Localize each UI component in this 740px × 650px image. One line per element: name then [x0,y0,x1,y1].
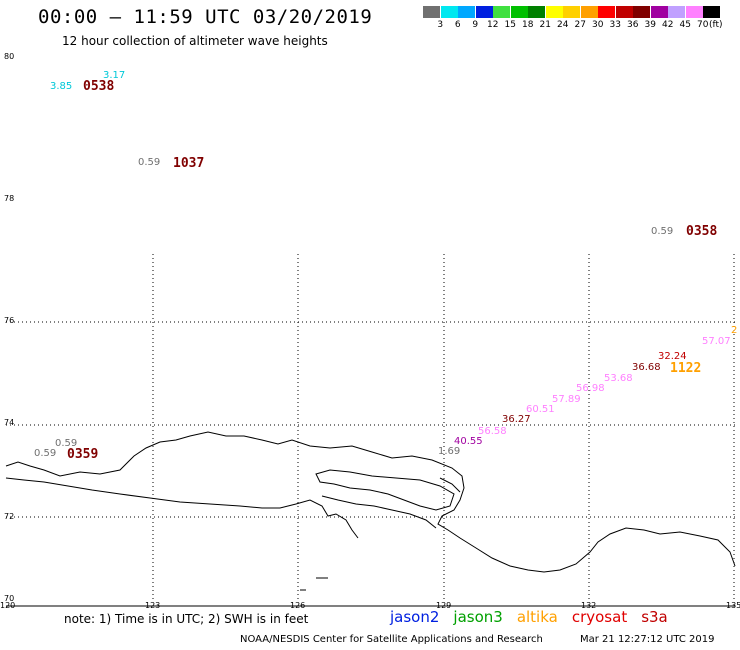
legend-entry-jason3: jason3 [453,608,503,626]
scale-label: 9 [472,20,479,30]
longitude-label: 129 [436,601,452,610]
scale-label: 18 [522,20,534,30]
pass-time-label: 0538 [83,79,115,94]
latitude-label: 74 [4,418,15,427]
scale-swatch [475,6,493,18]
scale-swatch [685,6,703,18]
legend-entry-altika: altika [516,608,558,626]
scale-swatch [510,6,528,18]
scale-unit: (ft) [709,20,723,30]
wave-height-value: 2 [731,325,738,336]
wave-height-value: 56.58 [478,426,507,437]
scale-swatch [615,6,633,18]
wave-height-value: 3.85 [50,81,73,92]
longitude-label: 135 [726,601,740,610]
page-subtitle: 12 hour collection of altimeter wave hei… [62,34,328,48]
scale-swatch [563,6,580,18]
latitude-label: 76 [4,316,15,325]
scale-label: 6 [454,20,461,30]
latitude-label: 80 [4,52,15,61]
wave-height-value: 1.69 [438,446,461,457]
wave-height-value: 40.55 [454,436,483,447]
scale-label: 3 [437,20,444,30]
scale-swatch [668,6,685,18]
wave-height-value: 0.59 [34,448,57,459]
scale-swatch [528,6,545,18]
scale-swatch [493,6,510,18]
scale-label: 45 [679,20,691,30]
longitude-label: 123 [145,601,161,610]
credit-line: NOAA/NESDIS Center for Satellite Applica… [240,634,543,645]
pass-time-label: 1037 [173,156,205,171]
scale-label: 33 [609,20,621,30]
scale-label: 12 [487,20,499,30]
wave-height-value: 36.27 [502,414,531,425]
generated-timestamp: Mar 21 12:27:12 UTC 2019 [580,634,715,645]
wave-height-value: 36.68 [632,362,661,373]
wave-height-value: 53.68 [604,373,633,384]
wave-height-value: 32.24 [658,351,687,362]
latitude-label: 78 [4,194,15,203]
page-title: 00:00 – 11:59 UTC 03/20/2019 [38,6,373,28]
legend-entry-cryosat: cryosat [571,608,628,626]
legend-entry-s3a: s3a [641,608,668,626]
scale-swatch [598,6,615,18]
legend-entry-jason2: jason2 [390,608,440,626]
latitude-label: 70 [4,594,15,603]
scale-swatch [703,6,720,18]
wave-height-value: 57.89 [552,394,581,405]
scale-label: 36 [627,20,639,30]
satellite-legend: jason2 jason3 altika cryosat s3a [390,608,682,626]
pass-time-label: 0358 [686,224,718,239]
scale-label: 24 [557,20,569,30]
wave-height-value: 0.59 [651,226,674,237]
graticule [6,254,735,600]
wave-height-value: 60.51 [526,404,555,415]
coastline [5,431,736,591]
longitude-label: 126 [290,601,306,610]
pass-time-label: 0359 [67,447,99,462]
scale-swatch [545,6,563,18]
wave-height-value: 56.98 [576,383,605,394]
scale-label: 30 [592,20,604,30]
longitude-label: 120 [0,601,16,610]
pass-time-label: 1122 [670,361,702,376]
scale-label: 27 [574,20,586,30]
scale-label: 15 [504,20,516,30]
latitude-label: 72 [4,512,15,521]
wave-height-value: 0.59 [138,157,161,168]
scale-swatch [458,6,475,18]
scale-label: 70 [697,20,709,30]
longitude-label: 132 [581,601,597,610]
scale-swatch [423,6,440,18]
footer-note: note: 1) Time is in UTC; 2) SWH is in fe… [64,612,309,626]
wave-height-value: 57.07 [702,336,731,347]
wave-height-value: 0.59 [55,438,78,449]
wave-height-value: 3.17 [103,70,126,81]
scale-label: 21 [539,20,551,30]
scale-swatch [650,6,668,18]
scale-label: 42 [662,20,674,30]
scale-swatch [440,6,458,18]
scale-label: 39 [644,20,656,30]
scale-swatch [633,6,650,18]
scale-swatch [580,6,598,18]
